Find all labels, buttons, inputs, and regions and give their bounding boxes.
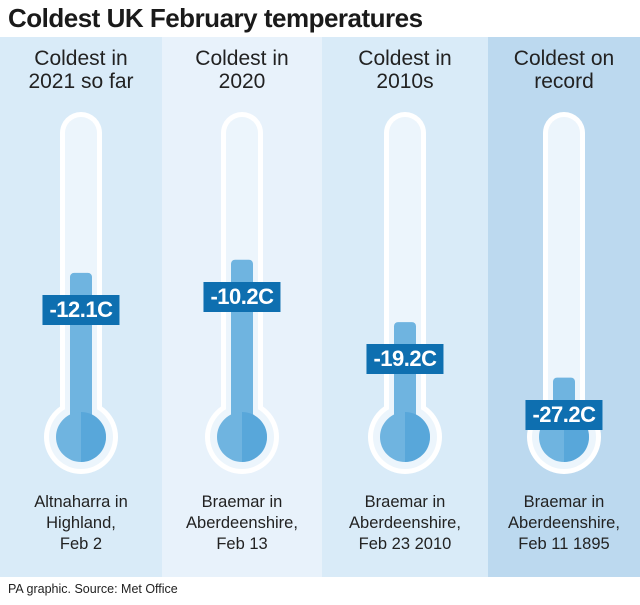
location-text: Braemar in Aberdeenshire, Feb 23 2010 bbox=[322, 492, 488, 555]
panel-heading: Coldest in 2010s bbox=[322, 47, 488, 93]
temperature-label: -10.2C bbox=[203, 281, 281, 312]
thermometer bbox=[44, 112, 118, 474]
location-line: Braemar in bbox=[201, 493, 283, 511]
location-line: Feb 11 1895 bbox=[518, 535, 610, 553]
temperature-label: -12.1C bbox=[42, 294, 120, 325]
location-line: Aberdeenshire, bbox=[186, 514, 298, 532]
location-text: Braemar in Aberdeenshire, Feb 13 bbox=[162, 492, 322, 555]
chart-title: Coldest UK February temperatures bbox=[8, 3, 423, 33]
panel-heading-line: Coldest in bbox=[34, 47, 128, 70]
panel-heading-line: record bbox=[534, 70, 594, 93]
panel-heading-line: Coldest in bbox=[195, 47, 289, 70]
location-text: Altnaharra in Highland, Feb 2 bbox=[0, 492, 162, 555]
location-line: Aberdeenshire, bbox=[349, 514, 461, 532]
panel-heading-line: 2010s bbox=[376, 70, 434, 93]
location-line: Highland, bbox=[46, 514, 116, 532]
location-line: Feb 13 bbox=[216, 535, 268, 553]
location-line: Feb 23 2010 bbox=[358, 535, 452, 553]
location-text: Braemar in Aberdeenshire, Feb 11 1895 bbox=[488, 492, 640, 555]
source-note: PA graphic. Source: Met Office bbox=[8, 582, 178, 596]
mercury-bulb-shade bbox=[81, 412, 106, 462]
panel-2010s: Coldest in 2010s -19.2C Braemar in Aberd… bbox=[322, 37, 488, 577]
mercury-bulb-shade bbox=[242, 412, 267, 462]
panel-heading-line: Coldest on bbox=[513, 47, 615, 70]
thermometer-tube bbox=[548, 117, 580, 437]
location-line: Aberdeenshire, bbox=[508, 514, 620, 532]
location-line: Braemar in bbox=[523, 493, 605, 511]
panel-2020: Coldest in 2020 -10.2C Braemar in Aberde… bbox=[162, 37, 322, 577]
panel-2021: Coldest in 2021 so far -12.1C Altnaharra… bbox=[0, 37, 162, 577]
panel-heading: Coldest in 2020 bbox=[162, 47, 322, 93]
panel-heading: Coldest on record bbox=[488, 47, 640, 93]
temperature-label: -19.2C bbox=[366, 344, 444, 375]
panel-heading: Coldest in 2021 so far bbox=[0, 47, 162, 93]
panel-record: Coldest on record -27.2C Braemar in Aber… bbox=[488, 37, 640, 577]
location-line: Feb 2 bbox=[59, 535, 103, 553]
thermometer-panels: Coldest in 2021 so far -12.1C Altnaharra… bbox=[0, 37, 640, 577]
thermometer bbox=[205, 112, 279, 474]
location-line: Braemar in bbox=[364, 493, 446, 511]
mercury-bulb-shade bbox=[405, 412, 430, 462]
location-line: Altnaharra in bbox=[34, 493, 128, 511]
temperature-label: -27.2C bbox=[525, 399, 603, 430]
panel-heading-line: 2020 bbox=[218, 70, 266, 93]
panel-heading-line: 2021 so far bbox=[28, 70, 134, 93]
panel-heading-line: Coldest in bbox=[358, 47, 452, 70]
